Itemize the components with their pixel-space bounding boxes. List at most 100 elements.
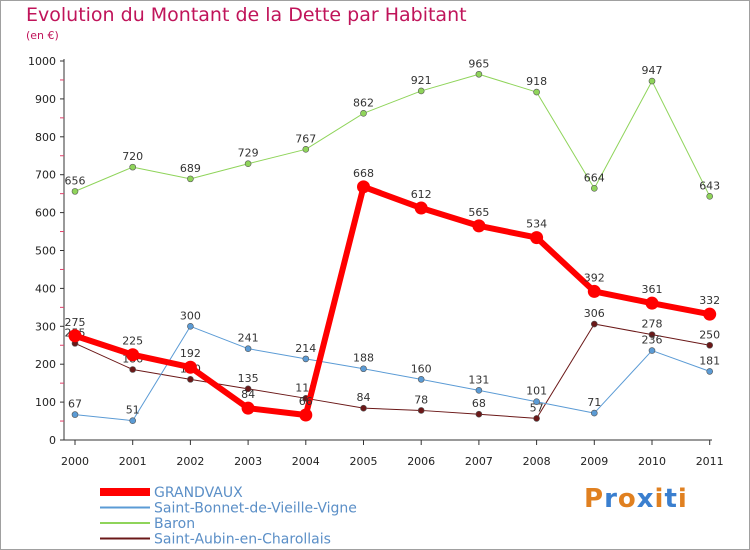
logo-letter: x: [636, 484, 655, 514]
data-point: [71, 411, 79, 418]
x-tick-label: 2008: [523, 455, 551, 468]
data-point: [360, 365, 367, 373]
data-label: 131: [468, 373, 489, 386]
series-line: [74, 73, 711, 197]
data-label: 84: [241, 388, 255, 401]
data-label: 225: [122, 335, 143, 348]
x-tick-label: 2001: [119, 455, 147, 468]
data-label: 250: [699, 328, 720, 341]
data-point: [129, 417, 136, 424]
data-point: [360, 110, 367, 117]
data-label: 921: [411, 74, 432, 87]
data-label: 51: [126, 404, 140, 417]
logo-letter: i: [677, 484, 688, 514]
data-label: 236: [642, 334, 663, 347]
data-point: [187, 376, 194, 383]
data-label: 192: [180, 347, 201, 360]
data-label: 918: [526, 75, 547, 88]
data-label: 306: [584, 307, 605, 320]
y-tick-label: 0: [49, 434, 56, 447]
data-point: [302, 355, 310, 363]
data-point: [706, 368, 714, 375]
data-label: 67: [68, 398, 82, 411]
data-point: [417, 407, 425, 414]
data-label: 160: [411, 362, 432, 375]
data-label: 66: [299, 395, 313, 408]
data-point: [357, 180, 370, 194]
logo-letter: o: [617, 484, 637, 514]
data-label: 181: [699, 354, 720, 367]
data-label: 643: [699, 179, 720, 192]
data-point: [587, 284, 601, 298]
data-label: 135: [238, 372, 259, 385]
y-tick-label: 400: [35, 282, 56, 295]
data-point: [360, 404, 367, 412]
unit-label: (en €): [26, 29, 59, 42]
data-point: [530, 231, 544, 245]
logo-letter: P: [584, 484, 605, 514]
data-point: [302, 146, 310, 153]
y-tick-label: 300: [35, 320, 56, 333]
data-label: 668: [353, 167, 374, 180]
logo-letter: t: [664, 484, 678, 514]
data-label: 214: [295, 342, 316, 355]
data-point: [244, 385, 252, 393]
series-line: [74, 323, 710, 419]
data-label: 862: [353, 96, 374, 109]
data-label: 84: [357, 391, 371, 404]
data-label: 689: [180, 162, 201, 175]
data-point: [475, 387, 483, 394]
data-label: 720: [122, 150, 143, 163]
data-point: [241, 401, 255, 415]
x-tick-label: 2003: [234, 455, 262, 468]
x-tick-label: 2009: [580, 455, 608, 468]
data-label: 278: [642, 318, 663, 331]
data-point: [648, 77, 656, 85]
data-point: [703, 307, 717, 321]
data-label: 300: [180, 309, 201, 322]
y-tick-label: 1000: [28, 55, 56, 68]
data-label: 241: [238, 332, 259, 345]
x-tick-label: 2007: [465, 455, 493, 468]
data-point: [126, 348, 140, 362]
data-label: 68: [472, 397, 486, 410]
data-point: [533, 88, 540, 96]
data-label: 565: [468, 206, 489, 219]
y-tick-label: 100: [35, 396, 56, 409]
proxiti-logo: Proxiti: [584, 484, 688, 514]
x-tick-label: 2002: [176, 455, 204, 468]
x-tick-label: 2005: [350, 455, 378, 468]
legend-label: GRANDVAUX: [154, 485, 243, 501]
data-label: 612: [411, 188, 432, 201]
data-label: 275: [65, 316, 86, 329]
series-line: [74, 183, 711, 418]
data-point: [183, 360, 197, 374]
y-tick-label: 800: [35, 131, 56, 144]
data-label: 947: [642, 64, 663, 77]
y-tick-label: 500: [35, 245, 56, 258]
data-label: 78: [414, 393, 428, 406]
data-point: [648, 347, 656, 354]
data-point: [71, 188, 79, 195]
data-point: [475, 410, 483, 418]
data-point: [475, 70, 483, 78]
legend-label: Saint-Bonnet-de-Vieille-Vigne: [154, 501, 357, 517]
data-point: [706, 341, 714, 349]
data-label: 664: [584, 171, 605, 184]
data-label: 767: [295, 132, 316, 145]
chart-title: Evolution du Montant de la Dette par Hab…: [26, 4, 467, 26]
data-point: [533, 398, 540, 406]
data-point: [417, 87, 425, 95]
logo-letter: i: [654, 484, 665, 514]
data-point: [299, 408, 313, 422]
x-tick-label: 2000: [61, 455, 89, 468]
data-label: 729: [238, 147, 259, 160]
x-tick-label: 2004: [292, 455, 320, 468]
data-point: [187, 322, 194, 330]
data-point: [414, 201, 428, 215]
legend-label: Baron: [154, 516, 195, 532]
data-point: [472, 219, 486, 233]
y-tick-label: 200: [35, 358, 56, 371]
data-label: 656: [65, 174, 86, 187]
